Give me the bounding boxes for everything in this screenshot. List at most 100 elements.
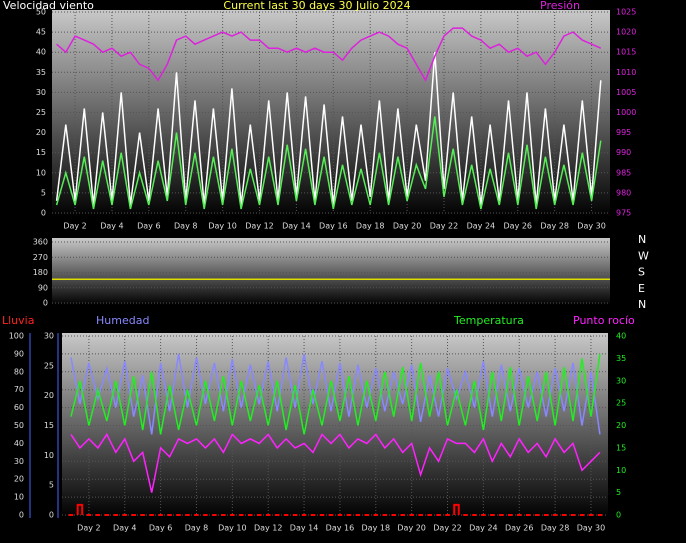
y-tick-label: 30 (44, 332, 54, 341)
x-tick-label: Day 16 (319, 222, 348, 231)
y-tick-label: 25 (44, 361, 54, 370)
y-tick-label: 10 (36, 168, 46, 177)
y-tick-label: 5 (49, 481, 54, 490)
y-tick-label: 20 (616, 421, 626, 430)
y-tick-label: 25 (616, 399, 626, 408)
y-tick-label: 10 (14, 493, 24, 502)
y-tick-label: 985 (616, 168, 631, 177)
y-tick-label: 50 (36, 8, 46, 17)
y-tick-label: 30 (616, 376, 626, 385)
series-label: Velocidad viento (3, 0, 94, 12)
y-tick-label: 25 (36, 108, 46, 117)
x-tick-label: Day 14 (282, 222, 311, 231)
direction-label: N (638, 298, 646, 311)
x-tick-label: Day 12 (245, 222, 274, 231)
y-tick-label: 1015 (616, 48, 636, 57)
x-tick-label: Day 24 (469, 524, 498, 533)
x-tick-label: Day 26 (504, 222, 533, 231)
x-tick-label: Day 22 (430, 222, 459, 231)
x-tick-label: Day 14 (290, 524, 319, 533)
x-tick-label: Day 10 (218, 524, 247, 533)
series-label: Presión (540, 0, 580, 12)
y-tick-label: 80 (14, 367, 24, 376)
x-tick-label: Day 30 (577, 524, 606, 533)
y-tick-label: 995 (616, 128, 631, 137)
x-tick-label: Day 6 (137, 222, 160, 231)
y-tick-label: 20 (14, 475, 24, 484)
series-label: Humedad (96, 314, 149, 327)
y-tick-label: 5 (41, 188, 46, 197)
x-tick-label: Day 16 (326, 524, 355, 533)
series-label: Temperatura (453, 314, 524, 327)
y-tick-label: 0 (19, 511, 24, 520)
y-tick-label: 20 (44, 391, 54, 400)
direction-label: E (638, 282, 645, 295)
y-tick-label: 270 (33, 253, 48, 262)
x-tick-label: Day 20 (397, 524, 426, 533)
x-tick-label: Day 22 (433, 524, 462, 533)
y-tick-label: 975 (616, 209, 631, 218)
series-line (70, 432, 601, 493)
x-tick-label: Day 12 (254, 524, 283, 533)
x-tick-label: Day 18 (356, 222, 385, 231)
x-tick-label: Day 20 (393, 222, 422, 231)
x-tick-label: Day 10 (208, 222, 237, 231)
y-tick-label: 45 (36, 28, 46, 37)
direction-label: N (638, 233, 646, 246)
series-line (55, 52, 602, 206)
y-tick-label: 35 (616, 354, 626, 363)
x-tick-label: Day 28 (541, 524, 570, 533)
y-tick-label: 990 (616, 148, 631, 157)
x-tick-label: Day 8 (174, 222, 197, 231)
series-label: Punto rocío (573, 314, 635, 327)
series-label: Lluvia (2, 314, 34, 327)
y-tick-label: 40 (616, 332, 626, 341)
y-tick-label: 0 (41, 209, 46, 218)
y-tick-label: 0 (616, 511, 621, 520)
x-tick-label: Day 8 (185, 524, 208, 533)
y-tick-label: 0 (43, 299, 48, 308)
rain-step (76, 503, 84, 515)
y-tick-label: 1025 (616, 8, 636, 17)
direction-label: S (638, 266, 645, 279)
y-tick-label: 35 (36, 68, 46, 77)
x-tick-label: Day 2 (77, 524, 100, 533)
y-tick-label: 5 (616, 488, 621, 497)
series-line (70, 353, 601, 435)
x-tick-label: Day 28 (540, 222, 569, 231)
y-tick-label: 10 (616, 466, 626, 475)
x-tick-label: Day 2 (63, 222, 86, 231)
y-tick-label: 40 (14, 439, 24, 448)
y-tick-label: 20 (36, 128, 46, 137)
y-tick-label: 1005 (616, 88, 636, 97)
x-tick-label: Day 4 (113, 524, 136, 533)
y-tick-label: 100 (9, 332, 24, 341)
x-tick-label: Day 18 (362, 524, 391, 533)
y-tick-label: 15 (44, 421, 54, 430)
chart-title: Current last 30 days 30 Julio 2024 (223, 0, 410, 12)
y-tick-label: 0 (49, 511, 54, 520)
direction-label: W (638, 249, 649, 262)
y-tick-label: 30 (14, 457, 24, 466)
x-tick-label: Day 24 (467, 222, 496, 231)
x-tick-label: Day 4 (100, 222, 123, 231)
y-tick-label: 1010 (616, 68, 636, 77)
y-tick-label: 15 (36, 148, 46, 157)
y-tick-label: 180 (33, 268, 48, 277)
y-tick-label: 980 (616, 188, 631, 197)
series-line (55, 116, 602, 210)
y-tick-label: 1000 (616, 108, 636, 117)
y-tick-label: 50 (14, 421, 24, 430)
x-tick-label: Day 6 (149, 524, 172, 533)
y-tick-label: 1020 (616, 28, 636, 37)
y-tick-label: 15 (616, 443, 626, 452)
series-line (56, 27, 602, 83)
y-tick-label: 60 (14, 403, 24, 412)
y-tick-label: 10 (44, 451, 54, 460)
y-tick-label: 90 (38, 283, 48, 292)
y-tick-label: 360 (33, 238, 48, 247)
rain-step (453, 503, 460, 515)
x-tick-label: Day 30 (577, 222, 606, 231)
y-tick-label: 70 (14, 385, 24, 394)
